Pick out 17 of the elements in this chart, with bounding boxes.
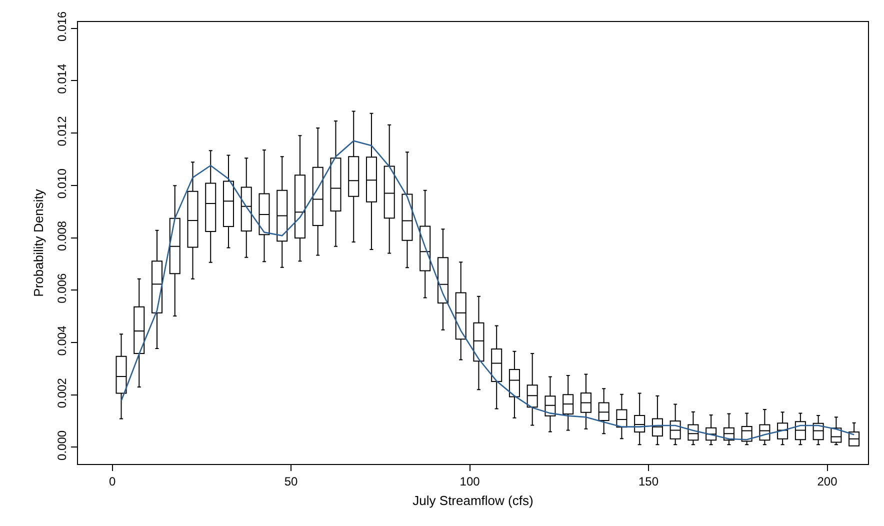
x-axis-title: July Streamflow (cfs) <box>412 493 534 508</box>
y-axis-title: Probability Density <box>31 188 46 297</box>
y-tick-label: 0.014 <box>55 64 70 94</box>
y-tick-label: 0.016 <box>55 11 70 42</box>
y-tick-label: 0.000 <box>55 430 70 460</box>
y-tick-label: 0.004 <box>55 325 70 356</box>
line-series <box>120 140 855 440</box>
y-tick-label: 0.006 <box>55 272 70 304</box>
y-tick-label: 0.012 <box>55 116 70 146</box>
y-tick-label: 0.008 <box>55 220 70 251</box>
x-tick-label: 150 <box>638 474 659 488</box>
y-tick-label: 0.002 <box>55 378 70 408</box>
x-tick-label: 100 <box>460 474 480 488</box>
x-tick-label: 200 <box>817 474 838 488</box>
x-tick-label: 50 <box>284 474 298 488</box>
x-tick-label: 0 <box>108 474 116 488</box>
y-tick-label: 0.010 <box>55 168 70 199</box>
